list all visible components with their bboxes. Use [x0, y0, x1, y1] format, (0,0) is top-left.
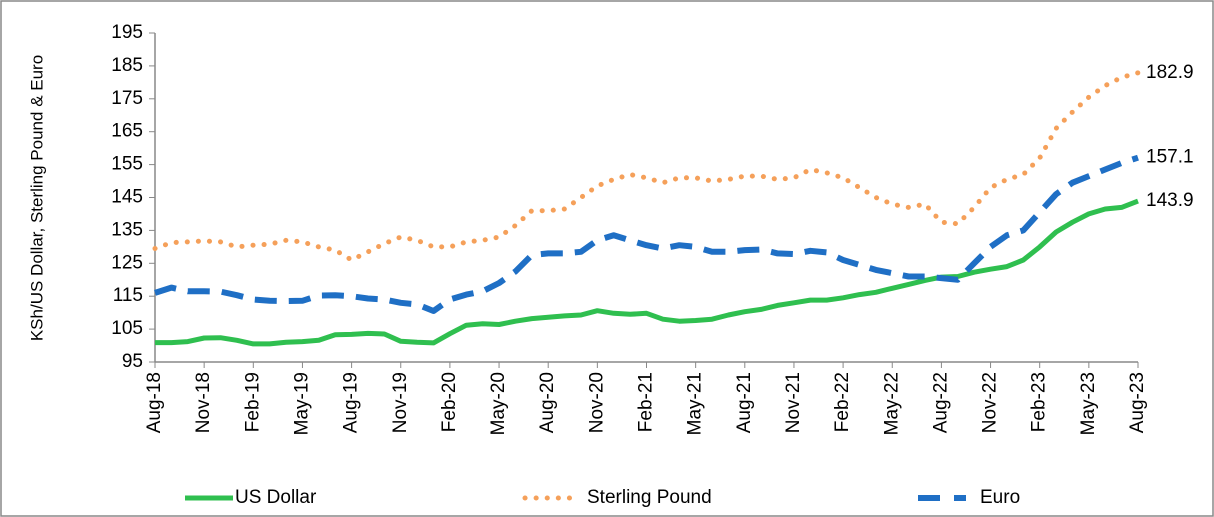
y-tick-label: 125	[111, 252, 143, 273]
x-tick-label: May-22	[881, 372, 902, 435]
x-tick-label: May-21	[685, 372, 706, 435]
x-tick-label: Feb-19	[242, 372, 263, 432]
y-axis-label: KSh/US Dollar, Sterling Pound & Euro	[27, 55, 46, 341]
x-tick-label: Aug-18	[144, 372, 165, 433]
x-tick-label: Nov-19	[390, 372, 411, 433]
x-tick-label: Aug-21	[734, 372, 755, 433]
line-series	[154, 154, 1139, 314]
x-tick-label: May-20	[488, 372, 509, 435]
y-tick-label: 105	[111, 318, 143, 339]
y-tick-label: 115	[113, 285, 143, 306]
end-label: 157.1	[1146, 147, 1194, 168]
y-tick-label: 145	[111, 187, 143, 208]
x-tick-label: Nov-22	[980, 372, 1001, 433]
y-tick-label: 135	[111, 219, 143, 240]
x-tick-label: Feb-21	[636, 372, 657, 432]
line-series	[152, 70, 1141, 263]
x-tick-label: Nov-21	[783, 372, 804, 433]
end-label: 182.9	[1146, 62, 1194, 83]
x-tick-label: Feb-22	[832, 372, 853, 432]
x-tick-label: Aug-20	[537, 372, 558, 433]
legend-label: Euro	[980, 487, 1020, 508]
x-tick-label: Aug-19	[341, 372, 362, 433]
x-tick-label: Aug-23	[1127, 372, 1148, 433]
end-label: 143.9	[1146, 190, 1194, 211]
y-tick-label: 195	[111, 22, 143, 43]
y-tick-label: 165	[111, 121, 143, 142]
legend-label: US Dollar	[235, 487, 317, 508]
x-tick-label: May-23	[1078, 372, 1099, 435]
x-tick-label: Feb-23	[1029, 372, 1050, 432]
x-tick-label: Feb-20	[439, 372, 460, 432]
line-series	[155, 198, 1139, 347]
x-tick-label: May-19	[291, 372, 312, 435]
x-tick-label: Nov-18	[193, 372, 214, 433]
y-tick-label: 185	[111, 55, 143, 76]
x-tick-label: Aug-22	[930, 372, 951, 433]
y-tick-label: 155	[111, 154, 143, 175]
legend-label: Sterling Pound	[587, 487, 712, 508]
y-tick-label: 95	[122, 351, 143, 372]
y-tick-label: 175	[111, 88, 143, 109]
x-tick-label: Nov-20	[586, 372, 607, 433]
